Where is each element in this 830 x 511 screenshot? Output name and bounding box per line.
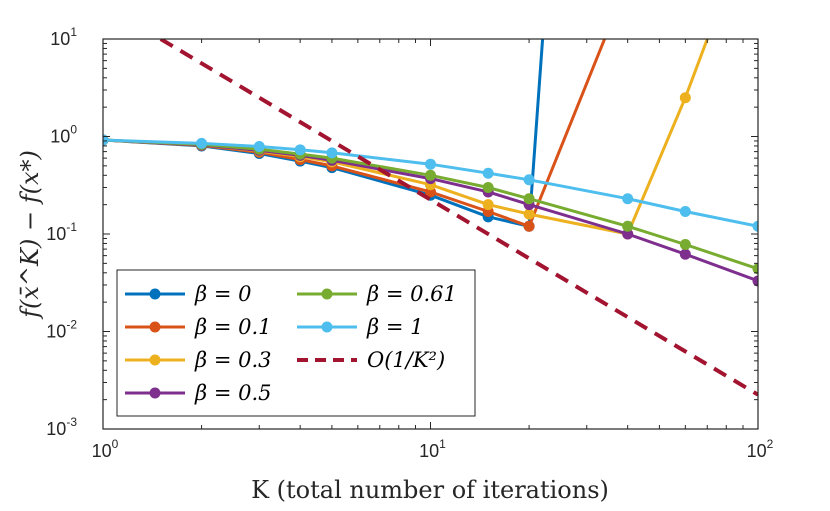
legend-label: β = 0 <box>194 282 251 306</box>
y-axis-label: f(x̄^K) − f(x*) <box>16 150 44 320</box>
series-4-point <box>752 263 758 275</box>
legend-marker <box>149 387 161 399</box>
legend-marker <box>321 321 333 333</box>
series-2-point <box>523 208 535 220</box>
series-4-point <box>425 169 436 181</box>
series-5-point <box>622 193 634 205</box>
legend-label: O(1/K²) <box>367 348 445 372</box>
series-1-point <box>523 220 535 232</box>
legend: β = 0 β = 0.1 β = 0.3 β = 0.5 β = 0.61 β = 1 O… <box>116 269 476 417</box>
legend-label: β = 0.5 <box>194 381 271 405</box>
series-5-point <box>326 147 338 159</box>
series-line-6 <box>159 39 758 397</box>
series-2-point <box>679 92 691 104</box>
series-5-point <box>482 167 494 179</box>
x-tick-label: 101 <box>419 437 446 461</box>
series-5-point <box>196 137 208 149</box>
series-3-point <box>679 248 691 260</box>
series-5-point <box>523 174 535 186</box>
legend-label: β = 0.61 <box>366 282 457 306</box>
series-2-point <box>482 199 494 211</box>
series-4-point <box>679 239 691 251</box>
legend-marker <box>321 288 333 300</box>
legend-marker <box>149 321 161 333</box>
series-5-point <box>752 220 758 232</box>
legend-label: β = 0.1 <box>194 315 271 339</box>
ticks-layer: 100 101 102 10-3 10-2 10-1 100 101 <box>46 25 773 461</box>
series-4-point <box>523 193 535 205</box>
x-axis-label: K (total number of iterations) <box>251 476 609 504</box>
series-5-point <box>679 206 691 218</box>
legend-label: β = 1 <box>366 315 423 339</box>
series-3-point <box>622 228 634 240</box>
y-tick-label: 10-2 <box>46 318 77 342</box>
legend-marker <box>149 354 161 366</box>
x-tick-label: 102 <box>747 437 774 461</box>
x-tick-label: 100 <box>92 437 119 461</box>
series-layer <box>103 39 758 397</box>
legend-marker <box>149 288 161 300</box>
y-tick-label: 101 <box>50 25 77 49</box>
series-4-point <box>622 220 634 232</box>
legend-label: β = 0.3 <box>194 348 271 372</box>
y-tick-label: 10-1 <box>46 220 77 244</box>
series-5-point <box>103 134 109 146</box>
series-5-point <box>425 158 436 170</box>
y-tick-label: 10-3 <box>46 415 77 439</box>
series-5-point <box>294 144 306 156</box>
series-5-point <box>253 140 265 152</box>
y-tick-label: 100 <box>50 123 77 147</box>
series-3-point <box>752 275 758 287</box>
series-4-point <box>482 181 494 193</box>
